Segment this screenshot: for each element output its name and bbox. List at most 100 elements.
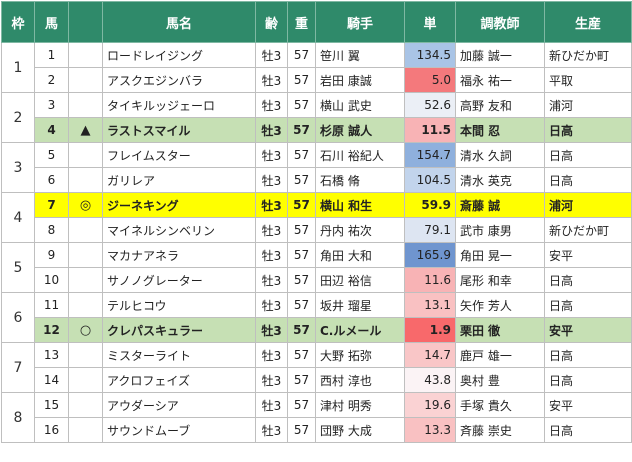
waku-cell: 1 [1, 42, 35, 93]
breeder-cell: 浦河 [544, 92, 632, 118]
horse-name-cell: タイキルッジェーロ [102, 92, 256, 118]
jockey-cell: 岩田 康誠 [315, 67, 405, 93]
horse-number-cell: 9 [34, 242, 69, 268]
header-waku: 枠 [1, 1, 35, 43]
horse-name-cell: クレパスキュラー [102, 317, 256, 343]
table-row: 8 15 アウダーシア 牡3 57 津村 明秀 19.6 手塚 貴久 安平 [1, 392, 632, 443]
jockey-cell: 大野 拓弥 [315, 342, 405, 368]
odds-cell: 13.1 [404, 292, 456, 318]
age-cell: 牡3 [255, 342, 288, 368]
waku-cell: 5 [1, 242, 35, 293]
prediction-mark-cell: ▲ [68, 117, 103, 143]
age-cell: 牡3 [255, 167, 288, 193]
weight-cell: 57 [287, 242, 316, 268]
table-row: 4 ▲ ラストスマイル 牡3 57 杉原 誠人 11.5 本間 忍日高 [2, 117, 632, 143]
table-row: 12 ○ クレパスキュラー 牡3 57 C.ルメール 1.9 栗田 徹安平 [2, 317, 632, 343]
table-row: 3 5 フレイムスター 牡3 57 石川 裕紀人 154.7 清水 久詞 日高 [1, 142, 632, 193]
horse-number-cell: 15 [34, 392, 69, 418]
horse-number-cell: 3 [34, 92, 69, 118]
header-jockey: 騎手 [315, 1, 405, 43]
weight-cell: 57 [287, 317, 316, 343]
trainer-cell: 角田 晃一 [455, 242, 545, 268]
trainer-cell: 尾形 和幸 [455, 267, 545, 293]
trainer-cell: 矢作 芳人 [455, 292, 545, 318]
odds-cell: 14.7 [404, 342, 456, 368]
breeder-cell: 日高 [544, 267, 632, 293]
trainer-cell: 清水 英克 [455, 167, 545, 193]
age-cell: 牡3 [255, 292, 288, 318]
table-row: 16 サウンドムーブ 牡3 57 団野 大成 13.3 斉藤 崇史 日高 [2, 417, 632, 443]
horse-name-cell: ミスターライト [102, 342, 256, 368]
trainer-cell: 奥村 豊 [455, 367, 545, 393]
trainer-cell: 武市 康男 [455, 217, 545, 243]
jockey-cell: 津村 明秀 [315, 392, 405, 418]
horse-number-cell: 2 [34, 67, 69, 93]
horse-number-cell: 8 [34, 217, 69, 243]
weight-cell: 57 [287, 217, 316, 243]
age-cell: 牡3 [255, 392, 288, 418]
table-row: 6 ガリレア 牡3 57 石橋 脩 104.5 清水 英克 日高 [2, 167, 632, 193]
trainer-cell: 栗田 徹 [455, 317, 545, 343]
weight-cell: 57 [287, 117, 316, 143]
odds-cell: 165.9 [404, 242, 456, 268]
odds-cell: 52.6 [404, 92, 456, 118]
prediction-mark-cell [68, 142, 103, 168]
prediction-mark-cell [68, 392, 103, 418]
horse-name-cell: サウンドムーブ [102, 417, 256, 443]
jockey-cell: 笹川 翼 [315, 42, 405, 68]
horse-name-cell: マカナアネラ [102, 242, 256, 268]
breeder-cell: 日高 [544, 117, 632, 143]
odds-cell: 11.6 [404, 267, 456, 293]
header-age: 齢 [255, 1, 288, 43]
age-cell: 牡3 [255, 242, 288, 268]
odds-cell: 13.3 [404, 417, 456, 443]
horse-number-cell: 7 [34, 192, 69, 218]
breeder-cell: 日高 [544, 417, 632, 443]
trainer-cell: 加藤 誠一 [455, 42, 545, 68]
horse-name-cell: アウダーシア [102, 392, 256, 418]
horse-number-cell: 6 [34, 167, 69, 193]
jockey-cell: 西村 淳也 [315, 367, 405, 393]
trainer-cell: 高野 友和 [455, 92, 545, 118]
race-entry-table: 枠 馬 馬名 齢 重 騎手 単 調教師 生産 1 1 ロードレイジング 牡3 57 笹川 … [1, 1, 632, 443]
waku-cell: 6 [1, 292, 35, 343]
weight-cell: 57 [287, 92, 316, 118]
prediction-mark-cell [68, 217, 103, 243]
header-horse-name: 馬名 [102, 1, 256, 43]
breeder-cell: 安平 [544, 317, 632, 343]
trainer-cell: 清水 久詞 [455, 142, 545, 168]
prediction-mark-cell [68, 292, 103, 318]
horse-name-cell: アスクエジンバラ [102, 67, 256, 93]
odds-cell: 43.8 [404, 367, 456, 393]
horse-number-cell: 1 [34, 42, 69, 68]
breeder-cell: 新ひだか町 [544, 42, 632, 68]
prediction-mark-cell [68, 67, 103, 93]
horse-number-cell: 16 [34, 417, 69, 443]
jockey-cell: C.ルメール [315, 317, 405, 343]
horse-name-cell: ロードレイジング [102, 42, 256, 68]
waku-cell: 8 [1, 392, 35, 443]
trainer-cell: 手塚 貴久 [455, 392, 545, 418]
jockey-cell: 団野 大成 [315, 417, 405, 443]
age-cell: 牡3 [255, 317, 288, 343]
breeder-cell: 日高 [544, 367, 632, 393]
odds-cell: 5.0 [404, 67, 456, 93]
table-body: 1 1 ロードレイジング 牡3 57 笹川 翼 134.5 加藤 誠一 新ひだか町 2 アスクエジン… [1, 42, 632, 443]
weight-cell: 57 [287, 392, 316, 418]
weight-cell: 57 [287, 342, 316, 368]
prediction-mark-cell [68, 42, 103, 68]
prediction-mark-cell: ◎ [68, 192, 103, 218]
odds-cell: 104.5 [404, 167, 456, 193]
waku-cell: 3 [1, 142, 35, 193]
table-row: 1 1 ロードレイジング 牡3 57 笹川 翼 134.5 加藤 誠一 新ひだか町 [1, 42, 632, 93]
waku-cell: 4 [1, 192, 35, 243]
breeder-cell: 日高 [544, 342, 632, 368]
age-cell: 牡3 [255, 92, 288, 118]
odds-cell: 79.1 [404, 217, 456, 243]
weight-cell: 57 [287, 367, 316, 393]
trainer-cell: 福永 祐一 [455, 67, 545, 93]
weight-cell: 57 [287, 267, 316, 293]
odds-cell: 19.6 [404, 392, 456, 418]
trainer-cell: 斎藤 誠 [455, 192, 545, 218]
weight-cell: 57 [287, 417, 316, 443]
